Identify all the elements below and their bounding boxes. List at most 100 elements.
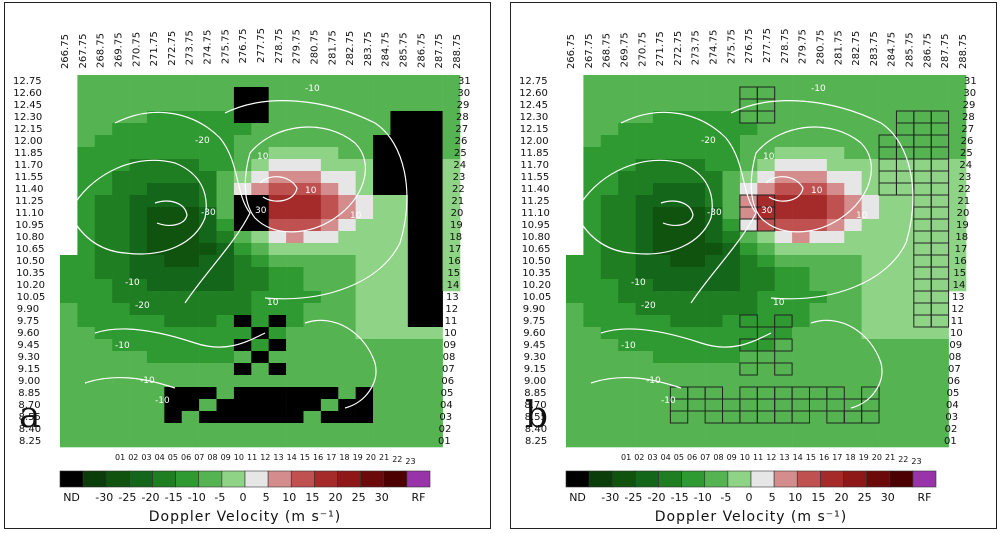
velocity-cell [757,147,775,160]
velocity-cell [320,135,339,148]
velocity-cell [774,255,793,268]
velocity-cell [320,123,339,136]
velocity-cell [146,423,165,436]
velocity-cell [826,147,845,160]
top-tick-label: 283.75 [363,31,374,66]
velocity-cell [618,219,636,232]
bottom-tick-label: 16 [313,453,323,462]
velocity-cell [199,387,217,400]
velocity-cell [320,327,339,340]
velocity-cell [913,351,932,364]
velocity-cell [670,291,689,304]
velocity-cell [879,75,897,88]
velocity-cell [670,183,689,196]
velocity-cell [774,207,793,220]
bottom-tick-label: 23 [911,457,921,466]
velocity-cell [320,411,339,424]
velocity-cell [268,87,287,100]
velocity-cell [652,159,671,172]
velocity-cell [757,123,775,136]
left-tick-label: 10.20 [522,280,551,291]
velocity-cell [705,411,723,424]
velocity-cell [809,327,828,340]
velocity-cell [687,195,706,208]
velocity-cell [687,363,706,376]
velocity-cell [931,231,949,244]
velocity-cell [199,351,217,364]
velocity-cell [583,195,602,208]
velocity-cell [635,147,654,160]
right-tick-label: 14 [953,280,966,291]
velocity-cell [652,183,671,196]
bottom-tick-label: 03 [647,453,657,462]
velocity-cell [757,171,775,184]
velocity-cell [896,267,915,280]
velocity-cell [652,435,671,448]
velocity-cell [739,171,758,184]
velocity-cell [652,351,671,364]
velocity-cell [199,159,217,172]
velocity-cell [635,399,654,412]
velocity-cell [879,87,897,100]
velocity-cell [216,159,235,172]
velocity-cell [844,327,862,340]
velocity-cell [233,195,252,208]
left-tick-label: 12.00 [14,136,43,147]
velocity-cell [757,207,775,220]
bottom-tick-label: 04 [155,453,165,462]
velocity-cell [251,111,269,124]
velocity-cell [670,435,689,448]
velocity-cell [722,339,741,352]
velocity-cell [129,75,148,88]
velocity-cell [826,339,845,352]
velocity-cell [652,231,671,244]
velocity-cell [896,375,915,388]
left-tick-label: 8.85 [18,388,40,399]
velocity-cell [670,255,689,268]
velocity-cell [94,375,113,388]
velocity-cell [355,195,374,208]
velocity-cell [844,435,862,448]
colorbar-swatch [337,470,361,488]
velocity-cell [181,315,200,328]
velocity-cell [355,219,374,232]
velocity-cell [268,291,287,304]
velocity-cell [129,183,148,196]
velocity-cell [809,135,828,148]
velocity-cell [373,147,391,160]
right-tick-label: 25 [960,148,973,159]
contour-label: -10 [140,376,155,386]
velocity-cell [355,363,374,376]
velocity-cell [216,75,235,88]
velocity-cell [739,195,758,208]
velocity-cell [146,135,165,148]
velocity-cell [425,75,443,88]
velocity-cell [826,399,845,412]
colorbar-tick-label: -15 [165,491,183,504]
velocity-cell [809,411,828,424]
velocity-cell [181,363,200,376]
velocity-cell [303,255,322,268]
top-tick-label: 277.75 [762,28,773,63]
right-tick-label: 07 [948,364,961,375]
velocity-cell [705,315,723,328]
right-tick-label: 04 [440,400,453,411]
velocity-cell [94,423,113,436]
velocity-cell [670,399,689,412]
velocity-cell [583,207,602,220]
velocity-cell [216,195,235,208]
colorbar-swatch [129,470,153,488]
velocity-cell [705,255,723,268]
colorbar-tick-label: -10 [694,491,712,504]
bottom-tick-label: 21 [379,453,389,462]
velocity-cell [390,279,409,292]
velocity-cell [94,207,113,220]
velocity-cell [94,135,113,148]
velocity-cell [635,75,654,88]
velocity-cell [757,387,775,400]
velocity-cell [286,375,304,388]
colorbar-tick-label: -25 [118,491,136,504]
top-tick-label: 281.75 [327,30,338,65]
velocity-cell [948,255,967,268]
velocity-cell [670,387,689,400]
